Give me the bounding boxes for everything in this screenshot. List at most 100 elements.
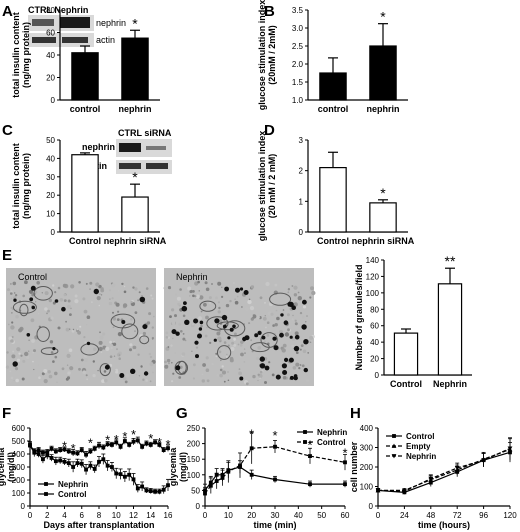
- panel-label-d: D: [264, 122, 275, 139]
- micrograph-texture: [209, 341, 212, 344]
- micrograph-texture: [257, 373, 260, 376]
- micrograph-texture: [135, 373, 138, 376]
- micrograph-texture: [275, 309, 278, 312]
- micrograph-granule: [29, 297, 34, 302]
- marker-square: [144, 488, 149, 493]
- micrograph-texture: [10, 325, 15, 330]
- micrograph-texture: [122, 376, 127, 381]
- y-tick-label: 80: [46, 6, 55, 15]
- micrograph-texture: [101, 294, 103, 296]
- micrograph-texture: [98, 340, 103, 345]
- micrograph-texture: [49, 340, 54, 344]
- blot-a-label-nephrin: nephrin: [96, 18, 126, 28]
- micrograph-texture: [200, 324, 203, 328]
- micrograph-texture: [234, 300, 239, 305]
- micrograph-texture: [83, 357, 88, 362]
- micrograph-texture: [198, 316, 202, 320]
- micrograph-texture: [281, 348, 286, 353]
- micrograph-texture: [115, 370, 119, 374]
- micrograph-texture: [130, 300, 133, 304]
- y-axis-label: glycemia(mg/dl): [168, 447, 188, 487]
- series-control: [376, 442, 512, 495]
- micrograph-organelle: [217, 345, 232, 360]
- micrograph-granule: [244, 335, 250, 341]
- micrograph-texture: [43, 369, 48, 373]
- marker-square: [135, 438, 140, 443]
- marker-square: [161, 487, 166, 492]
- micrograph-texture: [294, 322, 298, 326]
- marker-square: [303, 440, 307, 444]
- micrograph-texture: [54, 291, 57, 294]
- micrograph-granule: [194, 340, 199, 345]
- micrograph-texture: [65, 327, 70, 332]
- marker-square: [161, 448, 166, 453]
- marker-square: [97, 459, 101, 464]
- micrograph-texture: [138, 291, 141, 294]
- x-axis-label: time (hours): [418, 520, 470, 530]
- marker-square: [71, 465, 76, 469]
- micrograph-texture: [9, 379, 13, 383]
- marker-square: [148, 442, 153, 447]
- micrograph-texture: [259, 296, 263, 300]
- micrograph-granule: [294, 334, 300, 340]
- micrograph-texture: [240, 352, 244, 357]
- micrograph-texture: [125, 373, 130, 378]
- micrograph-texture: [178, 376, 182, 379]
- micrograph-texture: [217, 281, 222, 286]
- micrograph-texture: [33, 368, 35, 371]
- micrograph-organelle: [12, 300, 37, 314]
- series-nephrin: [203, 460, 347, 497]
- x-tick-label: 12: [129, 511, 138, 520]
- micrograph-texture: [118, 357, 121, 361]
- micrograph-texture: [36, 281, 40, 285]
- x-tick-label: 0: [203, 511, 208, 520]
- legend-label: Control: [406, 432, 434, 441]
- micrograph-texture: [170, 344, 173, 347]
- y-tick-label: 120: [366, 272, 380, 281]
- significance-star: *: [71, 441, 76, 456]
- micrograph-texture: [117, 289, 120, 292]
- legend-label: Nephrin: [58, 480, 88, 489]
- significance-marker: **: [445, 253, 456, 269]
- marker-square: [58, 458, 63, 463]
- micrograph-texture: [148, 312, 152, 316]
- micrograph-texture: [205, 315, 209, 320]
- micrograph-texture: [112, 326, 115, 329]
- series-empty: [375, 438, 513, 493]
- micrograph-organelle: [33, 286, 53, 301]
- micrograph-granule: [283, 320, 289, 326]
- micrograph-texture: [237, 343, 240, 346]
- micrograph-texture: [63, 299, 67, 302]
- micrograph-texture: [61, 367, 65, 371]
- x-tick-label: 6: [80, 511, 85, 520]
- series-control: [203, 432, 347, 500]
- marker-square: [127, 472, 132, 477]
- panel-label-a: A: [2, 3, 13, 20]
- micrograph-texture: [263, 340, 266, 343]
- micrograph-texture: [271, 373, 275, 377]
- micrograph-texture: [66, 353, 71, 358]
- series-line: [29, 445, 169, 493]
- micrograph-texture: [243, 348, 246, 350]
- micrograph-granule: [273, 345, 279, 351]
- marker-square: [308, 454, 312, 458]
- marker-square: [131, 477, 136, 482]
- x-tick-label: 8: [97, 511, 102, 520]
- micrograph-granule: [280, 313, 284, 317]
- micrograph-texture: [129, 343, 133, 347]
- micrograph-granule: [199, 320, 204, 325]
- y-tick-label: 10: [46, 210, 55, 219]
- micrograph-texture: [10, 292, 13, 295]
- micrograph-texture: [38, 313, 40, 315]
- marker-square: [118, 472, 123, 477]
- micrograph-texture: [211, 363, 214, 365]
- micrograph-granule: [61, 306, 66, 312]
- marker-square: [44, 482, 48, 486]
- marker-square: [148, 489, 153, 493]
- micrograph-texture: [244, 352, 246, 354]
- x-tick-label: 20: [247, 511, 256, 520]
- micrograph-texture: [199, 295, 204, 300]
- x-tick-label: 10: [224, 511, 233, 520]
- bar: [319, 72, 347, 101]
